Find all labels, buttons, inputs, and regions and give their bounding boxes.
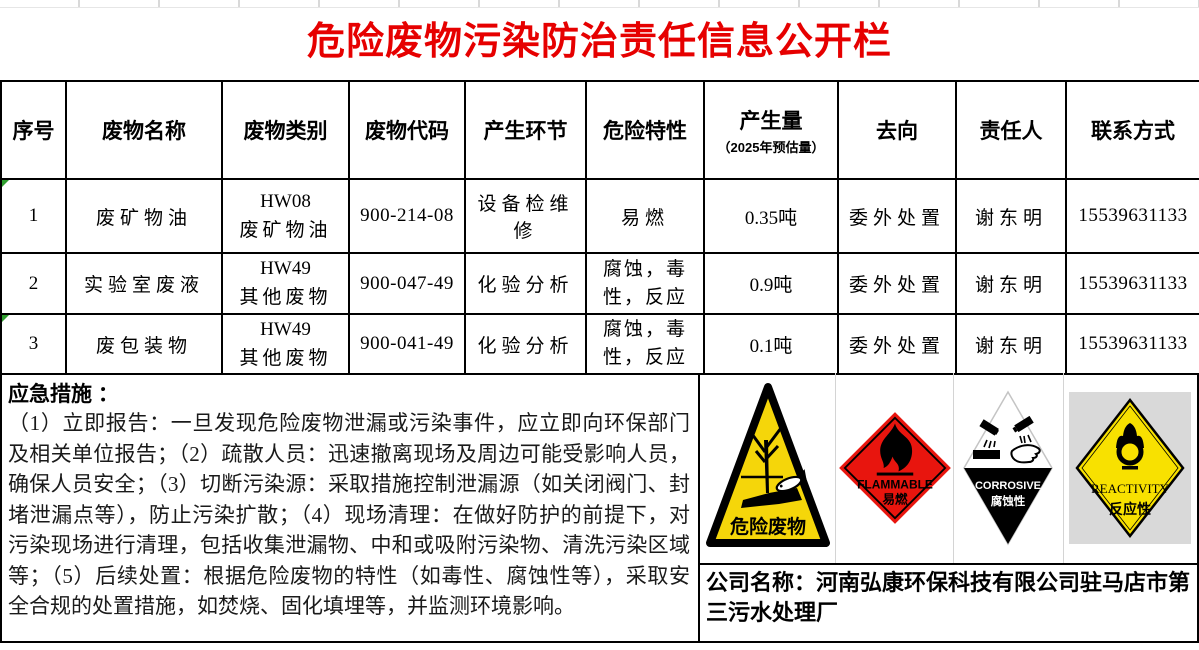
cell-name: 实验室废液 — [65, 252, 223, 315]
col-header-category: 废物类别 — [221, 80, 350, 180]
cell-person: 谢东明 — [955, 313, 1067, 375]
cell-category-code: HW08 — [260, 190, 311, 212]
cell-amount: 0.1吨 — [703, 313, 839, 375]
cell-code: 900-214-08 — [348, 178, 466, 254]
cell-indicator-icon — [2, 180, 9, 187]
cell-stage: 设备检维修 — [464, 178, 587, 254]
cell-destination: 委外处置 — [837, 178, 957, 254]
cell-category-code: HW49 — [260, 318, 311, 340]
company-name: 公司名称：河南弘康环保科技有限公司驻马店市第三污水处理厂 — [700, 563, 1199, 643]
col-header-amount-main: 产生量 — [739, 109, 803, 133]
table-row: 2 实验室废液 HW49 其他废物 900-047-49 化验分析 腐蚀，毒性，… — [0, 252, 1199, 315]
cell-name: 废包装物 — [65, 313, 223, 375]
cell-no: 2 — [0, 252, 67, 315]
col-header-code: 废物代码 — [348, 80, 466, 180]
cell-code: 900-041-49 — [348, 313, 466, 375]
col-header-amount-sub: （2025年预估量） — [717, 139, 825, 155]
cell-amount: 0.9吨 — [703, 252, 839, 315]
col-header-destination: 去向 — [837, 80, 957, 180]
cell-hazard: 易燃 — [585, 178, 705, 254]
flammable-label-zh: 易燃 — [882, 491, 908, 506]
cell-no: 3 — [0, 313, 67, 375]
cell-code: 900-047-49 — [348, 252, 466, 315]
cell-person: 谢东明 — [955, 178, 1067, 254]
col-header-amount: 产生量 （2025年预估量） — [703, 80, 839, 180]
flammable-sign-icon: FLAMMABLE 易燃 — [838, 412, 951, 524]
col-header-name: 废物名称 — [65, 80, 223, 180]
cell-contact: 15539631133 — [1065, 252, 1199, 315]
page-title: 危险废物污染防治责任信息公开栏 — [306, 21, 892, 63]
corrosive-label-en: CORROSIVE — [975, 480, 1041, 492]
cell-stage: 化验分析 — [464, 313, 587, 375]
cell-contact: 15539631133 — [1065, 178, 1199, 254]
hazardous-waste-sign-cell: 危险废物 — [700, 373, 837, 563]
cell-category-text: 废矿物油 — [239, 219, 332, 241]
col-header-hazard: 危险特性 — [585, 80, 705, 180]
col-header-person: 责任人 — [955, 80, 1067, 180]
corrosive-sign-cell: CORROSIVE 腐蚀性 — [954, 373, 1064, 563]
table-row: 1 废矿物油 HW08 废矿物油 900-214-08 设备检维修 易燃 0.3… — [0, 178, 1199, 254]
reactivity-sign-cell: REACTIVITY 反应性 — [1064, 373, 1197, 563]
col-header-contact: 联系方式 — [1065, 80, 1199, 180]
flammable-label-en: FLAMMABLE — [857, 478, 933, 492]
table-row: 3 废包装物 HW49 其他废物 900-041-49 化验分析 腐蚀，毒性，反… — [0, 313, 1199, 375]
cell-hazard: 腐蚀，毒性，反应 — [585, 252, 705, 315]
cell-category-text: 其他废物 — [239, 287, 332, 308]
reactivity-label-zh: 反应性 — [1109, 501, 1151, 518]
corrosive-label-zh: 腐蚀性 — [991, 494, 1026, 508]
header-row: 序号 废物名称 废物类别 废物代码 产生环节 危险特性 产生量 （2025年预估… — [0, 80, 1199, 180]
corrosive-sign-icon: CORROSIVE 腐蚀性 — [963, 390, 1054, 546]
cell-category: HW08 废矿物油 — [221, 178, 350, 254]
flammable-sign-cell: FLAMMABLE 易燃 — [836, 373, 954, 563]
cell-contact: 15539631133 — [1065, 313, 1199, 375]
reactivity-sign-icon: REACTIVITY 反应性 — [1069, 392, 1192, 544]
hazardous-waste-sign-icon: 危险废物 — [705, 383, 830, 547]
cell-person: 谢东明 — [955, 252, 1067, 315]
cell-destination: 委外处置 — [837, 313, 957, 375]
cell-category-text: 其他废物 — [239, 347, 332, 369]
reactivity-label-en: REACTIVITY — [1091, 481, 1170, 496]
cell-destination: 委外处置 — [837, 252, 957, 315]
col-header-no: 序号 — [0, 80, 67, 180]
emergency-measures: 应急措施 ： （1）立即报告：一旦发现危险废物泄漏或污染事件，应立即向环保部门及… — [0, 373, 700, 643]
cell-no: 1 — [0, 178, 67, 254]
cell-hazard: 腐蚀，毒性，反应 — [585, 313, 705, 375]
cell-indicator-icon — [2, 315, 9, 322]
emergency-title: 应急措施 ： — [8, 383, 119, 406]
cell-stage: 化验分析 — [464, 252, 587, 315]
spreadsheet-grid-strip — [0, 0, 1199, 8]
cell-category: HW49 其他废物 — [221, 313, 350, 375]
cell-amount: 0.35吨 — [703, 178, 839, 254]
emergency-body: （1）立即报告：一旦发现危险废物泄漏或污染事件，应立即向环保部门及相关单位报告；… — [8, 411, 690, 618]
col-header-stage: 产生环节 — [464, 80, 587, 180]
cell-name: 废矿物油 — [65, 178, 223, 254]
cell-category-code: HW49 — [260, 258, 311, 279]
hazardous-waste-label: 危险废物 — [730, 515, 806, 538]
hazard-symbols-row: 危险废物 FLAMMABLE 易燃 — [700, 373, 1199, 563]
waste-table: 序号 废物名称 废物类别 废物代码 产生环节 危险特性 产生量 （2025年预估… — [0, 80, 1199, 375]
cell-category: HW49 其他废物 — [221, 252, 350, 315]
